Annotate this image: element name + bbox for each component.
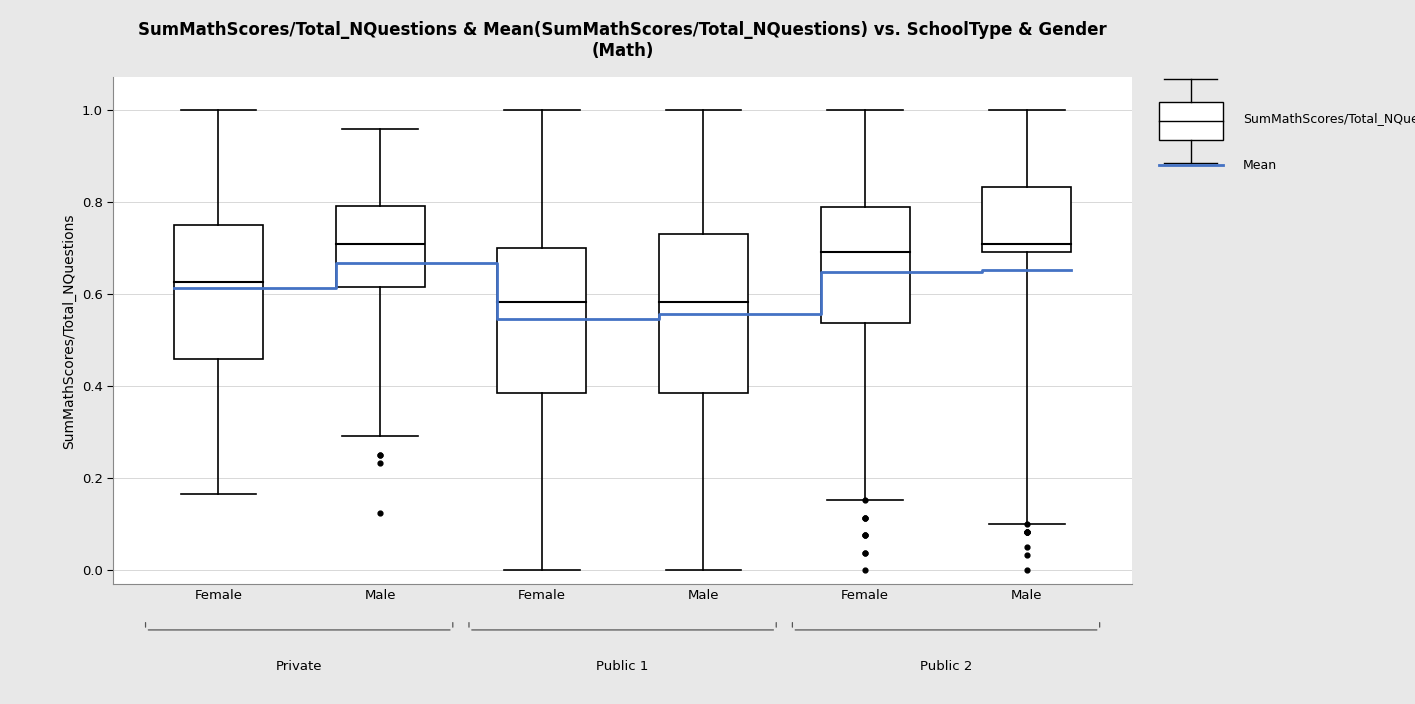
Point bbox=[1016, 527, 1039, 538]
Point bbox=[1016, 519, 1039, 530]
Point bbox=[1016, 550, 1039, 561]
Text: SumMathScores/Total_NQuestions: SumMathScores/Total_NQuestions bbox=[1242, 112, 1415, 125]
Point bbox=[1016, 527, 1039, 538]
Point bbox=[369, 458, 392, 469]
Point bbox=[853, 529, 876, 541]
Bar bbox=[174, 225, 263, 360]
Text: Private: Private bbox=[276, 660, 323, 673]
Point bbox=[853, 512, 876, 523]
Bar bbox=[335, 206, 424, 287]
Text: Public 1: Public 1 bbox=[596, 660, 649, 673]
Point bbox=[1016, 527, 1039, 538]
Point bbox=[1016, 527, 1039, 538]
Point bbox=[853, 547, 876, 558]
Bar bbox=[497, 248, 586, 393]
Point bbox=[369, 450, 392, 461]
Point bbox=[853, 529, 876, 541]
Point bbox=[853, 547, 876, 558]
Point bbox=[1016, 527, 1039, 538]
Text: Mean: Mean bbox=[1242, 159, 1278, 172]
Point bbox=[1016, 565, 1039, 576]
Point bbox=[853, 529, 876, 541]
Point bbox=[853, 512, 876, 523]
Point bbox=[369, 450, 392, 461]
Bar bbox=[659, 234, 749, 393]
Y-axis label: SumMathScores/Total_NQuestions: SumMathScores/Total_NQuestions bbox=[62, 213, 76, 448]
Point bbox=[853, 512, 876, 523]
Point bbox=[369, 508, 392, 519]
Bar bbox=[982, 187, 1071, 251]
Point bbox=[1016, 542, 1039, 553]
Bar bbox=[1159, 102, 1223, 140]
Point bbox=[853, 494, 876, 505]
Point bbox=[853, 565, 876, 576]
Text: SumMathScores/Total_NQuestions & Mean(SumMathScores/Total_NQuestions) vs. School: SumMathScores/Total_NQuestions & Mean(Su… bbox=[139, 21, 1107, 60]
Text: Public 2: Public 2 bbox=[920, 660, 972, 673]
Bar bbox=[821, 208, 910, 322]
